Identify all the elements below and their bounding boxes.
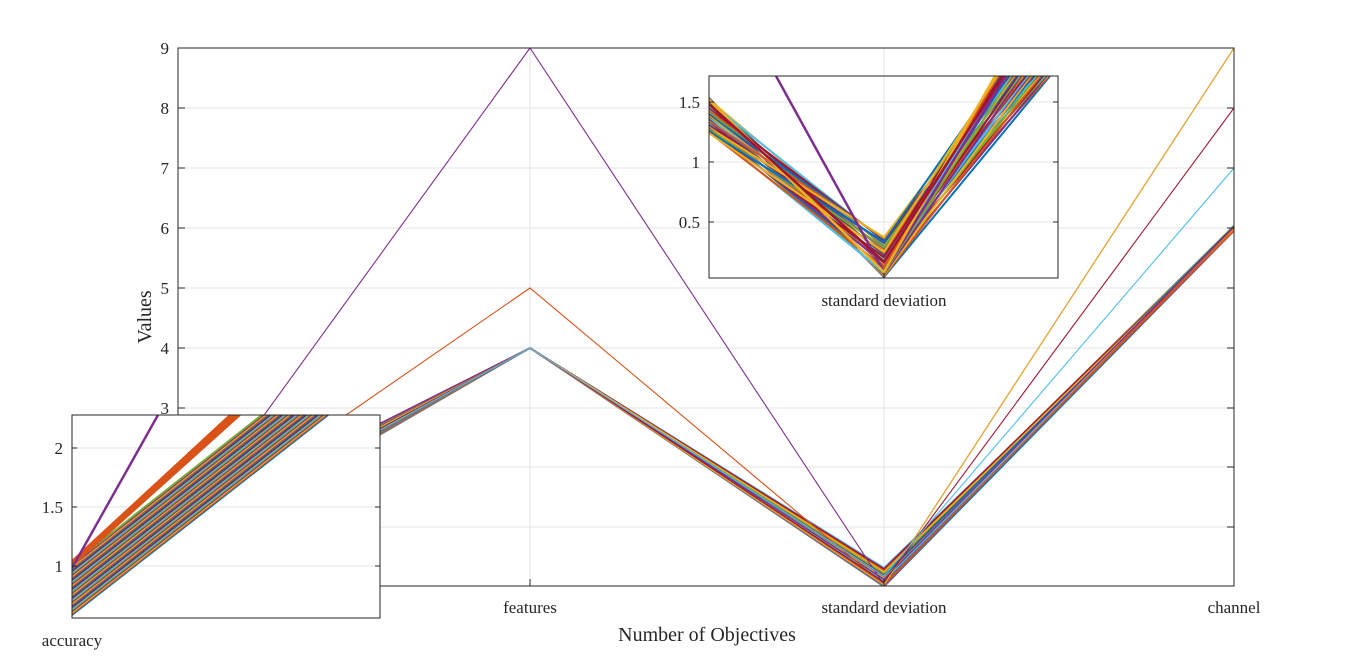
inset-accuracy-line [72,415,287,584]
inset-accuracy-line [72,415,329,616]
inset-accuracy-line [72,415,288,585]
inset-accuracy-line [72,415,263,566]
inset-accuracy-xlabel: accuracy [42,631,103,650]
series-line-highlight [178,227,1234,586]
inset-accuracy-line [72,415,275,575]
inset-accuracy-line [72,415,326,614]
main-y-tick-label: 6 [161,219,170,238]
inset-accuracy-line [72,415,317,607]
inset-accuracy-line [72,415,309,601]
main-x-tick-label: channel [1208,598,1261,617]
inset-accuracy-line [72,415,302,595]
y-axis-label: Values [134,290,156,344]
inset-accuracy-line [72,415,160,569]
inset-accuracy-line [72,415,266,568]
inset-accuracy-lines [72,415,329,616]
inset-accuracy-line [72,415,307,599]
inset-accuracy-line [72,415,280,579]
inset-accuracy-line [72,415,276,576]
inset-accuracy-line [72,415,319,608]
inset-std-line [709,76,1005,264]
main-y-tick-label: 8 [161,99,170,118]
inset-std-y-ticks: 1.5 1 0.5 [679,93,1058,278]
inset-accuracy-line [72,415,293,589]
inset-accuracy-tick-label: 1.5 [42,498,63,517]
main-y-tick-label: 9 [161,39,170,58]
inset-accuracy-line [72,415,322,611]
inset-std-lines [709,76,1051,278]
inset-accuracy-line [72,415,231,562]
inset-std-tick-label: 1 [692,153,701,172]
main-y-tick-label: 5 [161,279,170,298]
inset-accuracy-line [72,415,283,581]
main-x-ticks: features standard deviation channel [177,579,1261,617]
inset-std-tick-label: 1.5 [679,93,700,112]
inset-accuracy-line [72,415,278,577]
inset-accuracy-tick-label: 1 [55,557,64,576]
main-x-tick-label: standard deviation [821,598,947,617]
inset-accuracy-line [72,415,321,610]
main-y-ticks: 9 8 7 6 5 4 3 [161,39,1234,528]
inset-accuracy-line [72,415,304,597]
inset-accuracy-line [72,415,314,605]
inset-accuracy-line [72,415,270,571]
inset-accuracy-line [72,415,290,586]
inset-accuracy-line [72,415,316,606]
inset-std-line [709,76,999,254]
inset-accuracy-line [72,415,268,569]
inset-accuracy-line [72,415,312,603]
main-y-tick-label: 3 [161,399,170,418]
inset-std-tick-label: 0.5 [679,213,700,232]
inset-accuracy-line [72,415,282,580]
inset-accuracy-y-ticks: 21.51 [42,439,380,576]
inset-accuracy-frame [71,414,381,619]
inset-accuracy-line [72,415,310,602]
inset-accuracy-line [72,415,299,593]
inset-accuracy-line [72,415,295,590]
inset-accuracy-line [72,415,305,598]
inset-accuracy-line [72,415,285,582]
inset-std: 1.5 1 0.5 standard deviation [679,75,1059,310]
inset-accuracy-line [72,415,324,612]
inset-std-xlabel: standard deviation [821,291,947,310]
inset-accuracy-tick-label: 2 [55,439,64,458]
x-axis-label: Number of Objectives [618,624,796,646]
inset-accuracy-line [72,415,300,594]
inset-accuracy-line [72,415,271,572]
inset-accuracy-line [72,415,292,588]
inset-accuracy-line [72,415,273,573]
inset-accuracy: 21.51 accuracy [42,414,381,650]
main-y-tick-label: 4 [161,339,170,358]
main-y-tick-label: 7 [161,159,170,178]
inset-accuracy-line [72,415,327,615]
main-plot-frame [177,47,1235,587]
inset-accuracy-line [72,415,265,567]
inset-accuracy-line [72,415,297,592]
main-x-tick-label: features [503,598,557,617]
